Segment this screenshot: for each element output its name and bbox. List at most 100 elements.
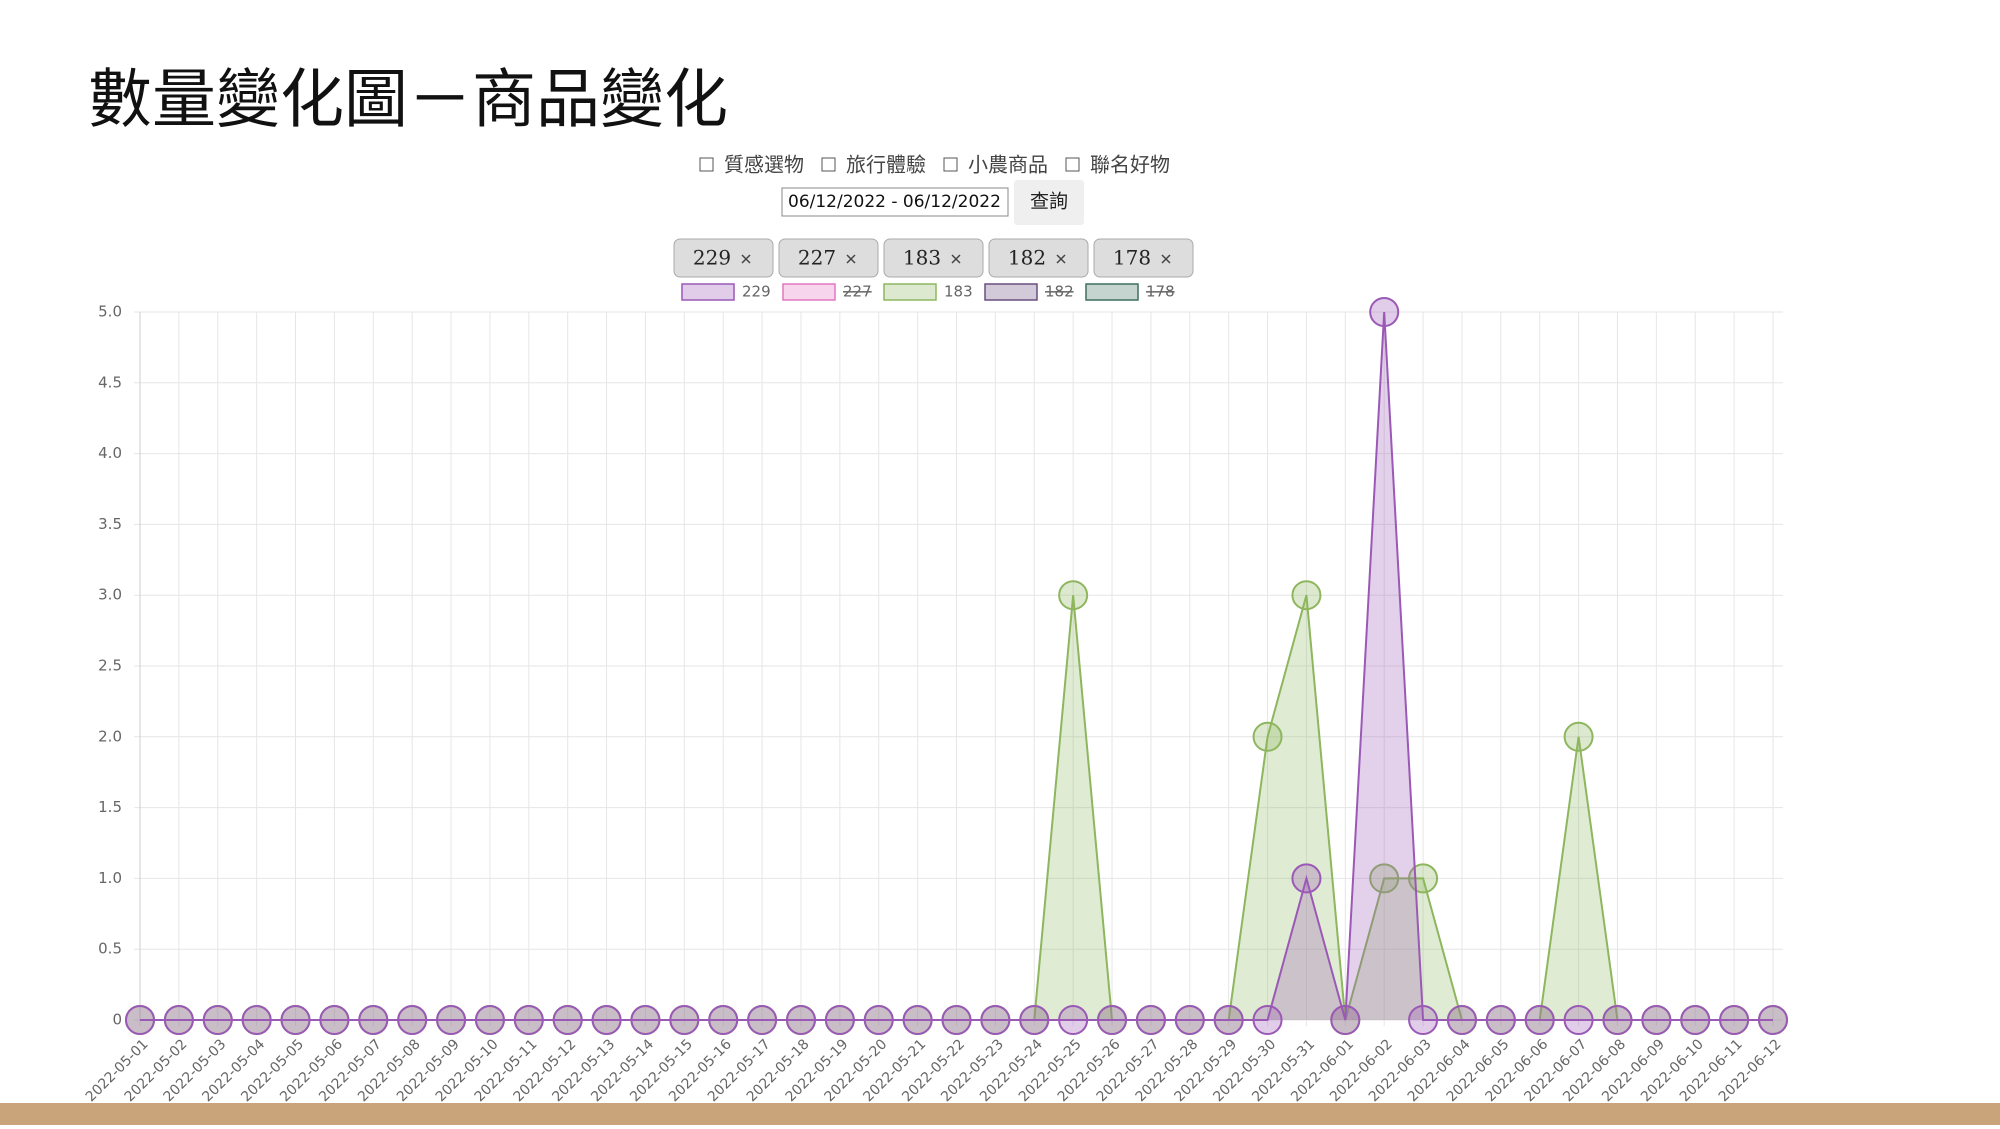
data-point [1252,1005,1283,1035]
data-point [202,1005,233,1035]
chip[interactable] [883,238,984,278]
y-tick-label: 1.0 [98,869,122,887]
y-tick-label: 0.5 [98,940,122,958]
chip[interactable] [988,238,1089,278]
data-point [1174,1005,1205,1035]
data-point [358,1005,389,1035]
data-point [941,1005,972,1035]
chip[interactable] [673,238,774,278]
y-tick-label: 2.5 [98,657,122,675]
query-button[interactable] [1014,180,1084,225]
data-point [280,1005,311,1035]
legend-label[interactable]: 178 [1146,283,1175,301]
data-point [241,1005,272,1035]
footer-bar [0,1103,2000,1125]
data-point [513,1005,544,1035]
chip-label: 182 [1008,246,1046,270]
y-tick-label: 5.0 [98,303,122,321]
data-point [163,1005,194,1035]
data-point [1291,580,1322,611]
chip[interactable] [778,238,879,278]
data-point [669,1005,700,1035]
legend-swatch[interactable] [782,283,836,301]
y-tick-label: 1.5 [98,798,122,816]
legend-swatch[interactable] [1085,283,1139,301]
series-area [140,595,1773,1020]
legend-swatch[interactable] [984,283,1038,301]
data-point [125,1005,155,1035]
legend-label[interactable]: 227 [843,283,872,301]
chip-close[interactable] [846,254,856,264]
legend-label[interactable]: 183 [944,283,973,301]
data-point [397,1005,428,1035]
chip-label: 229 [693,246,731,270]
legend-swatch[interactable] [883,283,937,301]
y-tick-label: 0 [112,1011,122,1029]
data-point [436,1005,467,1035]
data-point [1563,721,1594,752]
data-point [1097,1005,1128,1035]
data-point [1485,1005,1516,1035]
chip-close[interactable] [741,254,751,264]
series-area [140,312,1773,1020]
data-point [785,1005,816,1035]
checkbox-label: 小農商品 [968,153,1048,177]
data-point [708,1005,739,1035]
series-line [140,311,1773,1021]
data-point [1524,1005,1555,1035]
chip-close[interactable] [1056,254,1066,264]
data-point [630,1005,661,1035]
y-tick-label: 4.0 [98,444,122,462]
y-tick-label: 3.5 [98,515,122,533]
data-point [1019,1005,1050,1035]
legend-label[interactable]: 182 [1045,283,1074,301]
data-point [1330,1005,1361,1035]
data-point [319,1005,350,1035]
legend-swatch[interactable] [681,283,735,301]
data-point [1252,721,1283,752]
y-tick-label: 4.5 [98,373,122,391]
checkbox[interactable] [1065,157,1080,172]
data-point [1408,1005,1439,1035]
checkbox-label: 質感選物 [724,153,804,177]
data-point [1602,1005,1633,1035]
data-point [552,1005,583,1035]
checkbox[interactable] [821,157,836,172]
data-point [1058,580,1089,611]
data-point [1641,1005,1672,1035]
chip-label: 227 [798,246,836,270]
data-point [1058,1005,1089,1035]
data-point [1758,1005,1788,1035]
data-point [1369,863,1400,894]
checkbox-label: 聯名好物 [1090,153,1170,177]
data-point [1135,1005,1166,1035]
chip-label: 178 [1113,246,1151,270]
data-point [1446,1005,1477,1035]
query-button-label: 查詢 [1030,191,1068,213]
checkbox-label: 旅行體驗 [846,153,926,177]
date-range: 06/12/2022 - 06/12/2022 [788,192,1001,212]
data-point [1213,1005,1244,1035]
y-tick-label: 2.0 [98,727,122,745]
data-point [1291,863,1322,894]
chip-close[interactable] [951,254,961,264]
data-point [902,1005,933,1035]
data-point [824,1005,855,1035]
data-point [747,1005,778,1035]
data-point [1680,1005,1711,1035]
data-point [980,1005,1011,1035]
chip[interactable] [1093,238,1194,278]
checkbox[interactable] [699,157,714,172]
data-point [863,1005,894,1035]
legend-label[interactable]: 229 [742,283,771,301]
date-input[interactable] [781,187,1009,217]
data-point [1369,297,1400,327]
y-tick-label: 3.0 [98,586,122,604]
data-point [591,1005,622,1035]
chip-close[interactable] [1161,254,1171,264]
checkbox[interactable] [943,157,958,172]
slide-title: 數量變化圖－商品變化 [88,64,728,138]
data-point [1719,1005,1750,1035]
